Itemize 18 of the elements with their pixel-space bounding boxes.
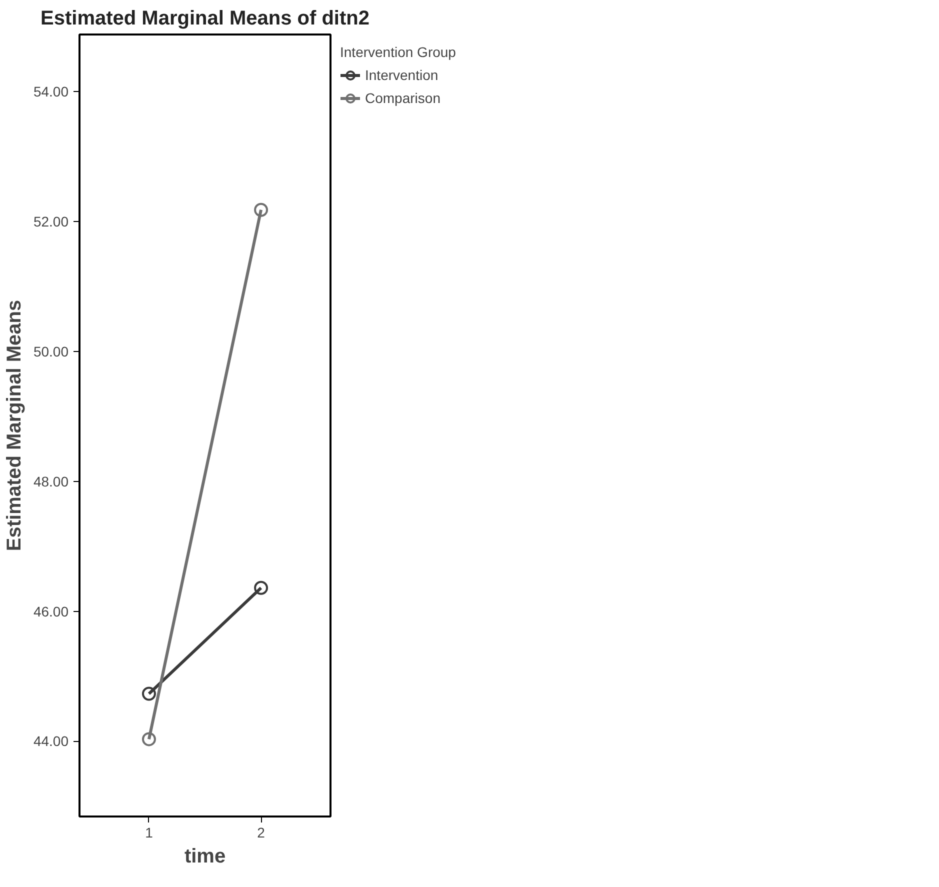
x-axis-title: time — [184, 846, 226, 868]
x-tick-label: 2 — [257, 824, 266, 840]
y-tick-label: 48.00 — [33, 473, 69, 490]
chart-title: Estimated Marginal Means of ditn2 — [40, 8, 370, 30]
y-tick-label: 52.00 — [33, 214, 69, 230]
x-tick-label: 1 — [145, 824, 154, 840]
y-axis-title: Estimated Marginal Means — [3, 300, 26, 552]
legend-title: Intervention Group — [340, 44, 456, 60]
y-tick-label: 44.00 — [33, 733, 69, 750]
legend-label: Intervention — [365, 67, 438, 83]
point — [142, 686, 156, 701]
y-tick-label: 46.00 — [33, 603, 69, 620]
point — [254, 580, 268, 595]
point — [142, 732, 156, 746]
point — [254, 202, 268, 217]
y-tick-label: 50.00 — [33, 343, 69, 360]
legend-label: Comparison — [365, 90, 440, 106]
y-tick-label: 54.00 — [33, 84, 69, 100]
